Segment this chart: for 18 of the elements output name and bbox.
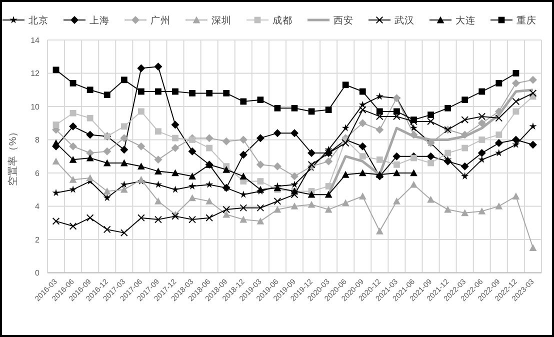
y-tick-label: 14 (30, 36, 40, 45)
legend-label: 北京 (28, 14, 48, 26)
y-tick-label: 12 (30, 69, 40, 78)
y-tick-label: 10 (30, 102, 40, 112)
y-tick-label: 4 (35, 202, 40, 212)
legend-label: 大连 (456, 14, 476, 26)
legend-label: 深圳 (212, 14, 232, 26)
y-axis-title: 空置率（%） (7, 126, 19, 186)
y-tick-label: 6 (35, 168, 40, 178)
legend-label: 上海 (90, 14, 110, 26)
legend-label: 武汉 (394, 14, 414, 26)
y-tick-label: 0 (35, 268, 40, 278)
y-tick-label: 8 (35, 136, 40, 145)
legend-label: 重庆 (516, 14, 536, 26)
legend-label: 西安 (334, 14, 354, 26)
y-tick-label: 2 (35, 235, 40, 244)
legend-label: 成都 (272, 14, 292, 26)
legend-label: 广州 (150, 14, 170, 26)
